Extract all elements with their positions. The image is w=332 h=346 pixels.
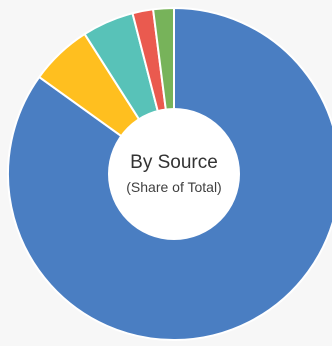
donut-hole bbox=[108, 108, 240, 240]
